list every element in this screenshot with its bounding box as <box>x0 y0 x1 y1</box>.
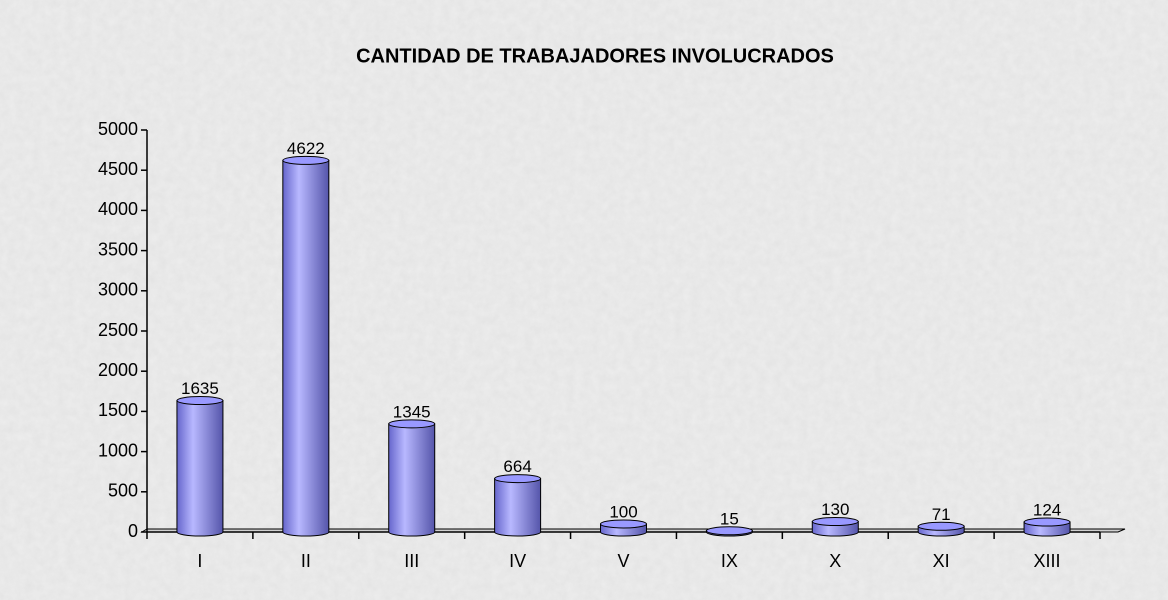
bar <box>917 521 965 537</box>
bar-top <box>811 517 859 527</box>
bar-body <box>282 159 330 537</box>
y-tick-label: 2500 <box>98 320 138 340</box>
bar <box>705 526 753 537</box>
value-label: 4622 <box>287 139 325 158</box>
bar-top <box>494 474 542 484</box>
value-label: 1635 <box>181 379 219 398</box>
value-label: 130 <box>821 500 849 519</box>
y-tick-label: 5000 <box>98 119 138 139</box>
x-tick-label: XIII <box>1034 551 1061 571</box>
value-label: 100 <box>609 502 637 521</box>
y-tick-label: 4500 <box>98 159 138 179</box>
bar-body <box>494 478 542 537</box>
bar <box>494 474 542 537</box>
bar-body <box>388 423 436 537</box>
x-tick-label: II <box>301 551 311 571</box>
x-tick-label: IX <box>721 551 738 571</box>
chart-title: CANTIDAD DE TRABAJADORES INVOLUCRADOS <box>356 45 834 67</box>
x-tick-label: I <box>197 551 202 571</box>
y-tick-label: 0 <box>128 521 138 541</box>
y-tick-label: 4000 <box>98 199 138 219</box>
value-label: 15 <box>720 509 739 528</box>
x-tick-label: III <box>404 551 419 571</box>
x-tick-label: V <box>617 551 629 571</box>
y-tick-label: 3500 <box>98 239 138 259</box>
bar-top <box>176 396 224 406</box>
y-tick-label: 2000 <box>98 360 138 380</box>
bar-top <box>917 521 965 531</box>
bar-top <box>282 155 330 165</box>
bar <box>176 396 224 537</box>
bar <box>811 517 859 537</box>
x-tick-label: XI <box>933 551 950 571</box>
value-label: 1345 <box>393 402 431 421</box>
value-label: 124 <box>1033 501 1061 520</box>
bar-body <box>176 400 224 537</box>
bar-top <box>388 419 436 429</box>
bar-top <box>705 526 753 536</box>
x-tick-label: X <box>829 551 841 571</box>
y-tick-label: 1500 <box>98 400 138 420</box>
y-tick-label: 3000 <box>98 280 138 300</box>
y-tick-label: 500 <box>108 481 138 501</box>
x-tick-label: IV <box>509 551 526 571</box>
bar <box>388 419 436 537</box>
bar <box>1023 517 1071 537</box>
value-label: 71 <box>932 505 951 524</box>
bar <box>282 155 330 537</box>
value-label: 664 <box>503 457 531 476</box>
bar-top <box>600 519 647 529</box>
bar-top <box>1023 517 1071 527</box>
y-tick-label: 1000 <box>98 440 138 460</box>
bar <box>600 519 647 537</box>
